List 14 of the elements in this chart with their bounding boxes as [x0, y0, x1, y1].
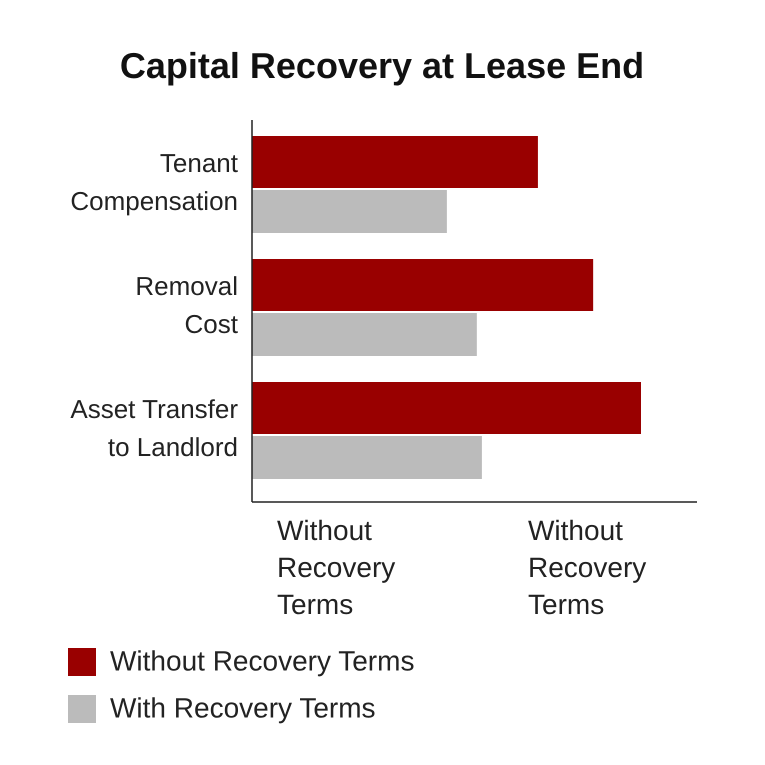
y-tick-label: Tenant Compensation — [70, 148, 239, 216]
legend-label: With Recovery Terms — [110, 692, 376, 724]
text: Without Recovery Terms — [528, 515, 646, 620]
bar — [252, 382, 641, 434]
y-tick-label: Asset Transfer to Landlord — [70, 394, 238, 462]
chart-title: Capital Recovery at Lease End — [120, 45, 644, 86]
bar — [252, 190, 447, 233]
text: Without Recovery Terms — [277, 515, 396, 620]
bar — [252, 313, 477, 356]
bar — [252, 259, 594, 311]
bar — [252, 436, 482, 479]
y-tick-label: Removal Cost — [135, 270, 239, 339]
bar — [252, 136, 538, 188]
legend-label: Without Recovery Terms — [110, 645, 414, 676]
